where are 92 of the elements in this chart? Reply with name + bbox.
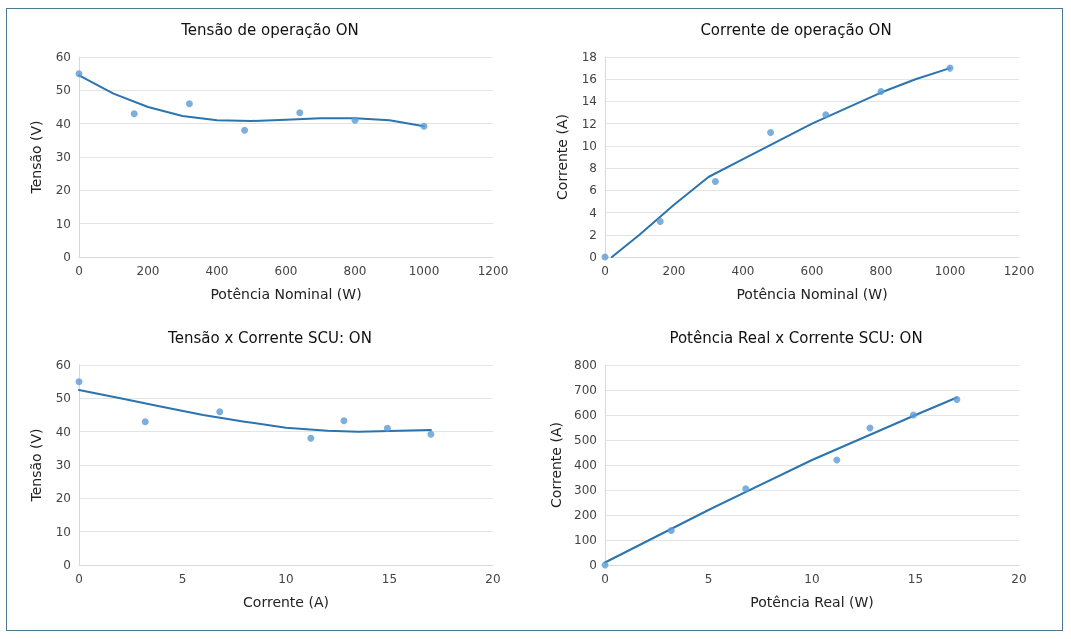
y-tick-label: 0 xyxy=(589,250,597,264)
y-axis-title: Corrente (A) xyxy=(554,114,570,200)
point xyxy=(130,110,138,118)
y-tick-label: 4 xyxy=(589,205,597,220)
y-tick-label: 30 xyxy=(55,458,71,472)
x-tick-label: 800 xyxy=(869,264,893,278)
x-tick-label: 15 xyxy=(907,572,924,586)
y-tick-label: 16 xyxy=(581,72,597,87)
point xyxy=(307,434,315,442)
x-tick-label: 1200 xyxy=(477,264,509,278)
y-axis-title: Tensão (V) xyxy=(28,428,44,503)
point xyxy=(822,111,830,119)
x-tick-label: 10 xyxy=(278,572,294,586)
y-tick-label: 300 xyxy=(574,483,597,497)
x-tick-label: 10 xyxy=(804,572,820,586)
y-tick-label: 8 xyxy=(589,161,597,176)
y-axis-title: Tensão (V) xyxy=(28,120,44,195)
y-tick-label: 0 xyxy=(589,558,597,572)
point xyxy=(667,527,675,534)
x-tick-label: 0 xyxy=(75,264,83,278)
y-tick-label: 14 xyxy=(581,94,597,109)
x-tick-label: 600 xyxy=(800,264,824,278)
y-tick-label: 18 xyxy=(581,50,597,64)
point xyxy=(340,417,348,425)
point xyxy=(656,217,664,225)
y-tick-label: 0 xyxy=(63,558,71,572)
y-tick-label: 10 xyxy=(581,138,597,153)
point xyxy=(75,378,83,386)
point xyxy=(711,177,719,185)
x-tick-label: 0 xyxy=(75,572,83,586)
point xyxy=(742,485,750,493)
point xyxy=(383,424,391,432)
x-tick-label: 5 xyxy=(704,572,713,586)
y-tick-label: 20 xyxy=(55,183,71,198)
point xyxy=(953,396,961,403)
x-tick-label: 800 xyxy=(343,264,367,278)
y-tick-label: 500 xyxy=(574,433,597,447)
x-tick-label: 5 xyxy=(178,572,187,586)
x-tick-label: 600 xyxy=(274,264,298,278)
point xyxy=(420,122,428,130)
x-tick-label: 15 xyxy=(381,572,398,586)
y-tick-label: 20 xyxy=(55,491,71,506)
y-tick-label: 60 xyxy=(55,50,71,64)
x-axis-title: Corrente (A) xyxy=(243,594,329,610)
x-tick-label: 0 xyxy=(601,264,609,278)
y-tick-label: 400 xyxy=(574,458,597,472)
y-tick-label: 100 xyxy=(574,533,597,547)
point xyxy=(185,100,193,108)
x-tick-label: 20 xyxy=(485,572,501,586)
x-tick-label: 0 xyxy=(601,572,609,586)
y-tick-label: 700 xyxy=(574,383,597,397)
point xyxy=(216,408,224,416)
y-tick-label: 30 xyxy=(55,150,71,164)
x-tick-label: 400 xyxy=(731,264,755,278)
y-tick-label: 50 xyxy=(55,391,71,406)
x-axis-title: Potência Real (W) xyxy=(750,594,874,610)
point xyxy=(351,116,359,124)
y-axis-title: Corrente (A) xyxy=(548,422,565,508)
point xyxy=(909,411,917,419)
chart-title: Tensão x Corrente SCU: ON xyxy=(167,328,372,347)
x-tick-label: 1000 xyxy=(408,264,440,278)
x-tick-label: 200 xyxy=(662,264,686,278)
point xyxy=(296,109,304,117)
y-tick-label: 50 xyxy=(55,83,71,98)
x-tick-label: 200 xyxy=(136,264,160,278)
point xyxy=(241,126,249,134)
point xyxy=(141,418,149,426)
point xyxy=(767,129,775,137)
y-tick-label: 10 xyxy=(55,524,71,539)
y-tick-label: 800 xyxy=(574,358,597,372)
y-tick-label: 40 xyxy=(55,116,71,131)
y-tick-label: 12 xyxy=(581,116,597,131)
x-axis-title: Potência Nominal (W) xyxy=(736,286,888,302)
point xyxy=(427,430,435,438)
y-tick-label: 0 xyxy=(63,250,71,264)
x-tick-label: 400 xyxy=(205,264,229,278)
y-tick-label: 60 xyxy=(55,358,71,372)
x-tick-label: 1200 xyxy=(1003,264,1035,278)
point xyxy=(75,70,83,78)
y-tick-label: 200 xyxy=(574,508,597,522)
chart-title: Potência Real x Corrente SCU: ON xyxy=(669,328,923,347)
chart-title: Tensão de operação ON xyxy=(180,20,359,39)
chart-title: Corrente de operação ON xyxy=(700,20,892,39)
y-tick-label: 600 xyxy=(574,408,597,422)
x-axis-title: Potência Nominal (W) xyxy=(210,286,362,302)
y-tick-label: 2 xyxy=(589,227,597,242)
x-tick-label: 1000 xyxy=(934,264,966,278)
point xyxy=(877,87,885,95)
x-tick-label: 20 xyxy=(1011,572,1027,586)
y-tick-label: 40 xyxy=(55,424,71,439)
y-tick-label: 6 xyxy=(589,183,597,198)
y-tick-label: 10 xyxy=(55,216,71,231)
